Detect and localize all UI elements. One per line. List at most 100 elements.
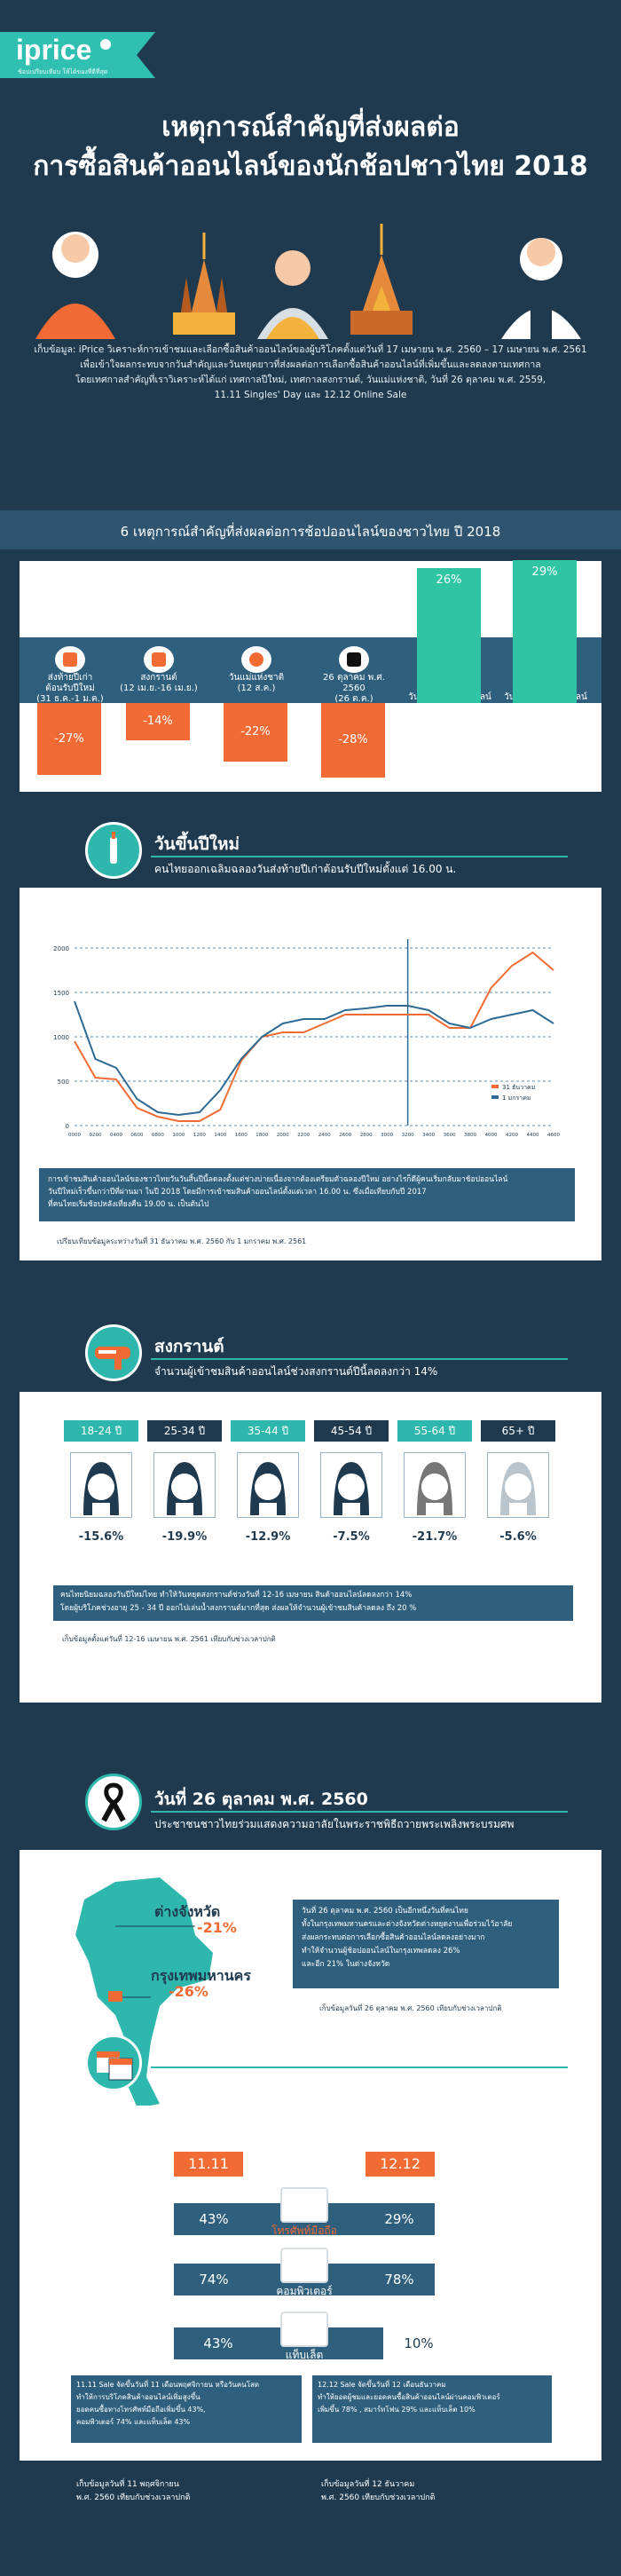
elder-face-icon — [487, 1452, 549, 1518]
sale-right-pct: 29% — [384, 2211, 414, 2227]
sale-title: Online Sale 11.11 และ 12.12 — [154, 2045, 417, 2065]
songkran-note: คนไทยนิยมฉลองวันปีใหม่ไทย ทำให้วันหยุดสง… — [60, 1589, 568, 1616]
temple-right-icon — [350, 224, 413, 335]
event-bar — [37, 703, 101, 775]
hero-illustration — [35, 224, 581, 339]
note-line: ทำให้ยอดผู้ชมและยอดคนซื้อสินค้าออนไลน์ผ่… — [318, 2393, 500, 2401]
logo-tagline: ช้อปเปรียบเทียบ ให้ได้ของที่ดีที่สุด — [18, 68, 108, 75]
bkk-pct: -26% — [169, 1983, 208, 2000]
x-tick-label: 4000 — [485, 1133, 498, 1138]
x-tick-label: 2000 — [277, 1133, 289, 1138]
logo-banner — [0, 32, 155, 78]
sale-note-right-box — [312, 2375, 552, 2443]
source-line: พ.ศ. 2560 เทียบกับช่วงเวลาปกติ — [321, 2493, 436, 2502]
champagne-icon — [85, 822, 142, 879]
age-pct: -21.7% — [412, 1530, 458, 1544]
age-pct: -7.5% — [333, 1530, 370, 1544]
source-line: พ.ศ. 2560 เทียบกับช่วงเวลาปกติ — [76, 2493, 191, 2502]
black-ribbon-icon — [85, 1774, 142, 1830]
tablet-icon — [280, 2311, 328, 2347]
male-face-icon — [320, 1452, 382, 1518]
songkran-panel — [20, 1392, 601, 1703]
event-label-line: ต้อนรับปีใหม่ — [45, 684, 95, 693]
sale-left-pct: 43% — [174, 2203, 254, 2235]
note-line: คอมพิวเตอร์ 74% และแท็บเล็ต 43% — [76, 2418, 191, 2426]
note-line: ที่คนไทยเริ่มช้อปหลังเที่ยงคืน 19.00 น. … — [48, 1200, 209, 1209]
source-line: เก็บข้อมูลวันที่ 11 พฤศจิกายน — [76, 2480, 179, 2489]
y-tick-label: 500 — [58, 1079, 69, 1086]
event-label: ส่งท้ายปีเก่า ต้อนรับปีใหม่ (31 ธ.ค.-1 ม.ค… — [27, 673, 114, 705]
device-label: คอมพิวเตอร์ — [276, 2285, 333, 2297]
age-header: 55-64 ปี — [397, 1420, 472, 1442]
series-line — [74, 1000, 554, 1117]
x-tick-label: 0400 — [110, 1133, 122, 1138]
age-header: 35-44 ปี — [231, 1420, 305, 1442]
event-bar — [126, 703, 190, 740]
event-pct: -28% — [338, 733, 368, 747]
source-line: เก็บข้อมูลวันที่ 12 ธันวาคม — [321, 2480, 415, 2489]
event-label-line: (12 ส.ค.) — [237, 684, 276, 693]
note-line: และอีก 21% ในต่างจังหวัด — [302, 1960, 390, 1969]
divider — [151, 1358, 568, 1360]
age-header: 45-54 ปี — [314, 1420, 389, 1442]
divider — [151, 1811, 568, 1813]
device-label: แท็บเล็ต — [285, 2349, 324, 2361]
songkran-title: สงกรานต์ — [154, 1337, 224, 1356]
songkran-subtitle: จำนวนผู้เข้าชมสินค้าออนไลน์ช่วงสงกรานต์ป… — [154, 1365, 438, 1378]
event-label-line: (12 ธ.ค.) — [526, 703, 565, 713]
event-pct: 29% — [531, 565, 558, 579]
province-pct: -21% — [197, 1919, 237, 1936]
newyear-note-box — [39, 1168, 575, 1221]
x-tick-label: 3600 — [444, 1133, 456, 1138]
note-line: ทั้งในกรุงเทพมหานครและต่างจังหวัดต่างหยุ… — [302, 1920, 513, 1929]
y-tick-label: 0 — [66, 1123, 69, 1130]
event-pct: -27% — [54, 731, 84, 746]
note-line: การเข้าชมสินค้าออนไลน์ของชาวไทยวันวันสิ้… — [48, 1175, 508, 1184]
ribbon-icon — [339, 646, 369, 673]
note-line: ส่งผลกระทบต่อการเลือกซื้อสินค้าออนไลน์ลด… — [302, 1933, 485, 1942]
legend-swatch — [491, 1095, 499, 1099]
page-title: เหตุการณ์สำคัญที่ส่งผลต่อ การซื้อสินค้าอ… — [0, 108, 621, 186]
songkran-note-box — [53, 1585, 573, 1621]
logo[interactable]: iprice — [16, 34, 92, 66]
note-line: 11.11 Sale จัดขึ้นวันที่ 11 เดือนพฤศจิกา… — [76, 2381, 260, 2389]
x-tick-label: 1600 — [235, 1133, 248, 1138]
age-pct: -12.9% — [245, 1530, 291, 1544]
tag-11-11: 11.11 — [174, 2152, 243, 2177]
newyear-source: เปรียบเทียบข้อมูลระหว่างวันที่ 31 ธันวาค… — [57, 1237, 307, 1245]
female-face-icon — [237, 1452, 299, 1518]
event-label-line: 26 ตุลาคม พ.ศ. 2560 — [323, 673, 385, 693]
legend-label: 1 มกราคม — [502, 1094, 531, 1102]
sale-subtitle: งานมหกรรมลดราคาสินค้าออนไลน์ที่ใหญ่ที่สุ… — [154, 2074, 457, 2086]
page-title-line1: เหตุการณ์สำคัญที่ส่งผลต่อ — [161, 112, 460, 143]
page-title-line2: การซื้อสินค้าออนไลน์ของนักช้อปชาวไทย 201… — [33, 151, 588, 182]
event-label: สงกรานต์ (12 เม.ย.-16 เม.ย.) — [115, 673, 202, 694]
sale-right-pct: 10% — [383, 2327, 454, 2359]
x-tick-label: 4600 — [547, 1133, 560, 1138]
x-tick-label: 1400 — [214, 1133, 226, 1138]
heart-icon — [241, 646, 271, 673]
event-label-line: ส่งท้ายปีเก่า — [47, 673, 93, 683]
note-line: คนไทยนิยมฉลองวันปีใหม่ไทย ทำให้วันหยุดสง… — [60, 1591, 413, 1600]
y-tick-label: 2000 — [53, 945, 69, 952]
event-pct: -14% — [143, 715, 173, 728]
event-label-line: (31 ธ.ค.-1 ม.ค.) — [36, 694, 104, 704]
overview-title: 6 เหตุการณ์สำคัญที่ส่งผลต่อการช้อปออนไลน… — [120, 524, 501, 540]
oct26-title: วันที่ 26 ตุลาคม พ.ศ. 2560 — [154, 1790, 368, 1809]
intro-text: เก็บข้อมูล: iPrice วิเคราะห์การเข้าชมและ… — [18, 343, 603, 403]
x-tick-label: 3400 — [422, 1133, 435, 1138]
note-line: 12.12 Sale จัดขึ้นวันที่ 12 เดือนธันวาคม — [318, 2381, 446, 2389]
x-tick-label: 2400 — [318, 1133, 331, 1138]
newyear-note: การเข้าชมสินค้าออนไลน์ของชาวไทยวันวันสิ้… — [48, 1173, 571, 1211]
oct26-note-box — [293, 1900, 559, 1988]
newyear-subtitle: คนไทยออกเฉลิมฉลองวันส่งท้ายปีเก่าต้อนรับ… — [154, 863, 457, 875]
divider — [151, 2066, 568, 2068]
woman-thai-icon — [35, 232, 115, 339]
x-tick-label: 4400 — [527, 1133, 539, 1138]
legend-swatch — [491, 1085, 499, 1088]
age-header: 65+ ปี — [481, 1420, 555, 1442]
monk-icon — [257, 250, 328, 339]
sale-note-left-box — [71, 2375, 302, 2443]
event-bar — [224, 703, 287, 762]
man-thai-icon — [501, 238, 581, 339]
